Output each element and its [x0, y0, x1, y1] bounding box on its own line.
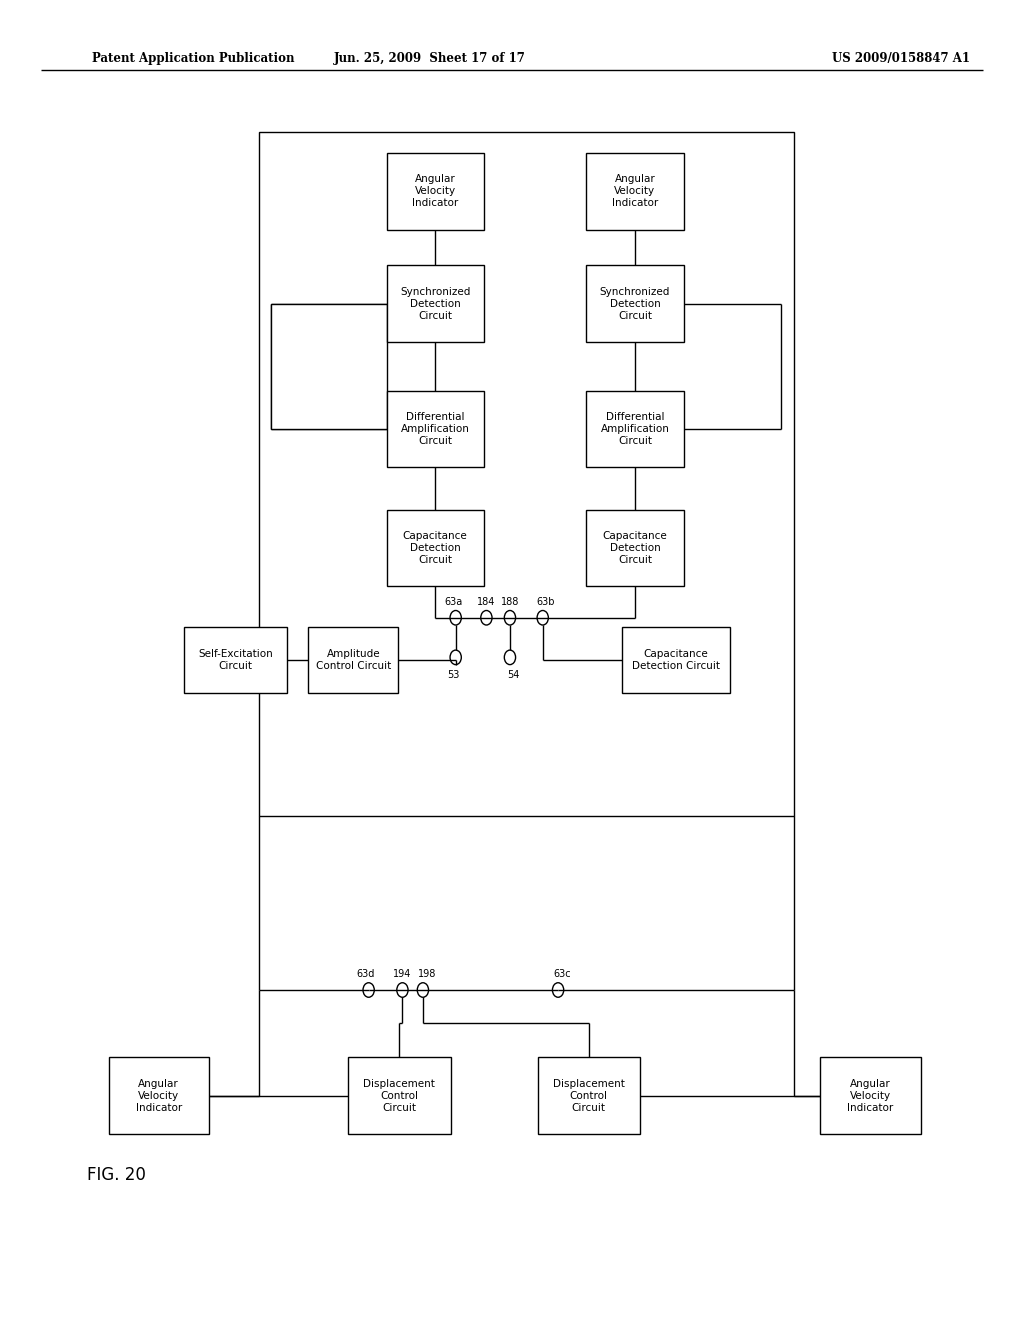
Text: Self-Excitation
Circuit: Self-Excitation Circuit — [199, 649, 272, 671]
Text: Capacitance
Detection Circuit: Capacitance Detection Circuit — [632, 649, 720, 671]
FancyBboxPatch shape — [271, 304, 387, 429]
FancyBboxPatch shape — [387, 510, 484, 586]
FancyBboxPatch shape — [387, 265, 484, 342]
Text: Synchronized
Detection
Circuit: Synchronized Detection Circuit — [400, 286, 470, 321]
Text: Capacitance
Detection
Circuit: Capacitance Detection Circuit — [402, 531, 468, 565]
Text: Displacement
Control
Circuit: Displacement Control Circuit — [364, 1078, 435, 1113]
Text: 53: 53 — [447, 669, 460, 680]
Text: US 2009/0158847 A1: US 2009/0158847 A1 — [833, 51, 970, 65]
Text: FIG. 20: FIG. 20 — [87, 1166, 145, 1184]
Text: Differential
Amplification
Circuit: Differential Amplification Circuit — [600, 412, 670, 446]
Text: 194: 194 — [393, 969, 412, 979]
Text: 198: 198 — [418, 969, 436, 979]
Text: Displacement
Control
Circuit: Displacement Control Circuit — [553, 1078, 625, 1113]
Text: Differential
Amplification
Circuit: Differential Amplification Circuit — [400, 412, 470, 446]
Text: 63c: 63c — [553, 969, 571, 979]
Text: Jun. 25, 2009  Sheet 17 of 17: Jun. 25, 2009 Sheet 17 of 17 — [334, 51, 526, 65]
Text: Amplitude
Control Circuit: Amplitude Control Circuit — [315, 649, 391, 671]
Text: 63a: 63a — [444, 597, 463, 607]
FancyBboxPatch shape — [586, 153, 684, 230]
Text: Angular
Velocity
Indicator: Angular Velocity Indicator — [847, 1078, 894, 1113]
Text: Angular
Velocity
Indicator: Angular Velocity Indicator — [135, 1078, 182, 1113]
Text: Angular
Velocity
Indicator: Angular Velocity Indicator — [611, 174, 658, 209]
FancyBboxPatch shape — [586, 265, 684, 342]
Text: 184: 184 — [477, 597, 496, 607]
FancyBboxPatch shape — [820, 1057, 921, 1134]
Text: 63b: 63b — [537, 597, 555, 607]
Text: 188: 188 — [501, 597, 519, 607]
Text: 54: 54 — [507, 669, 519, 680]
Text: Angular
Velocity
Indicator: Angular Velocity Indicator — [412, 174, 459, 209]
FancyBboxPatch shape — [308, 627, 398, 693]
FancyBboxPatch shape — [348, 1057, 451, 1134]
FancyBboxPatch shape — [387, 391, 484, 467]
Text: Capacitance
Detection
Circuit: Capacitance Detection Circuit — [602, 531, 668, 565]
Text: Patent Application Publication: Patent Application Publication — [92, 51, 295, 65]
FancyBboxPatch shape — [586, 391, 684, 467]
FancyBboxPatch shape — [184, 627, 287, 693]
FancyBboxPatch shape — [109, 1057, 209, 1134]
FancyBboxPatch shape — [538, 1057, 640, 1134]
FancyBboxPatch shape — [586, 510, 684, 586]
Text: Synchronized
Detection
Circuit: Synchronized Detection Circuit — [600, 286, 670, 321]
FancyBboxPatch shape — [623, 627, 729, 693]
Text: 63d: 63d — [356, 969, 375, 979]
FancyBboxPatch shape — [387, 153, 484, 230]
